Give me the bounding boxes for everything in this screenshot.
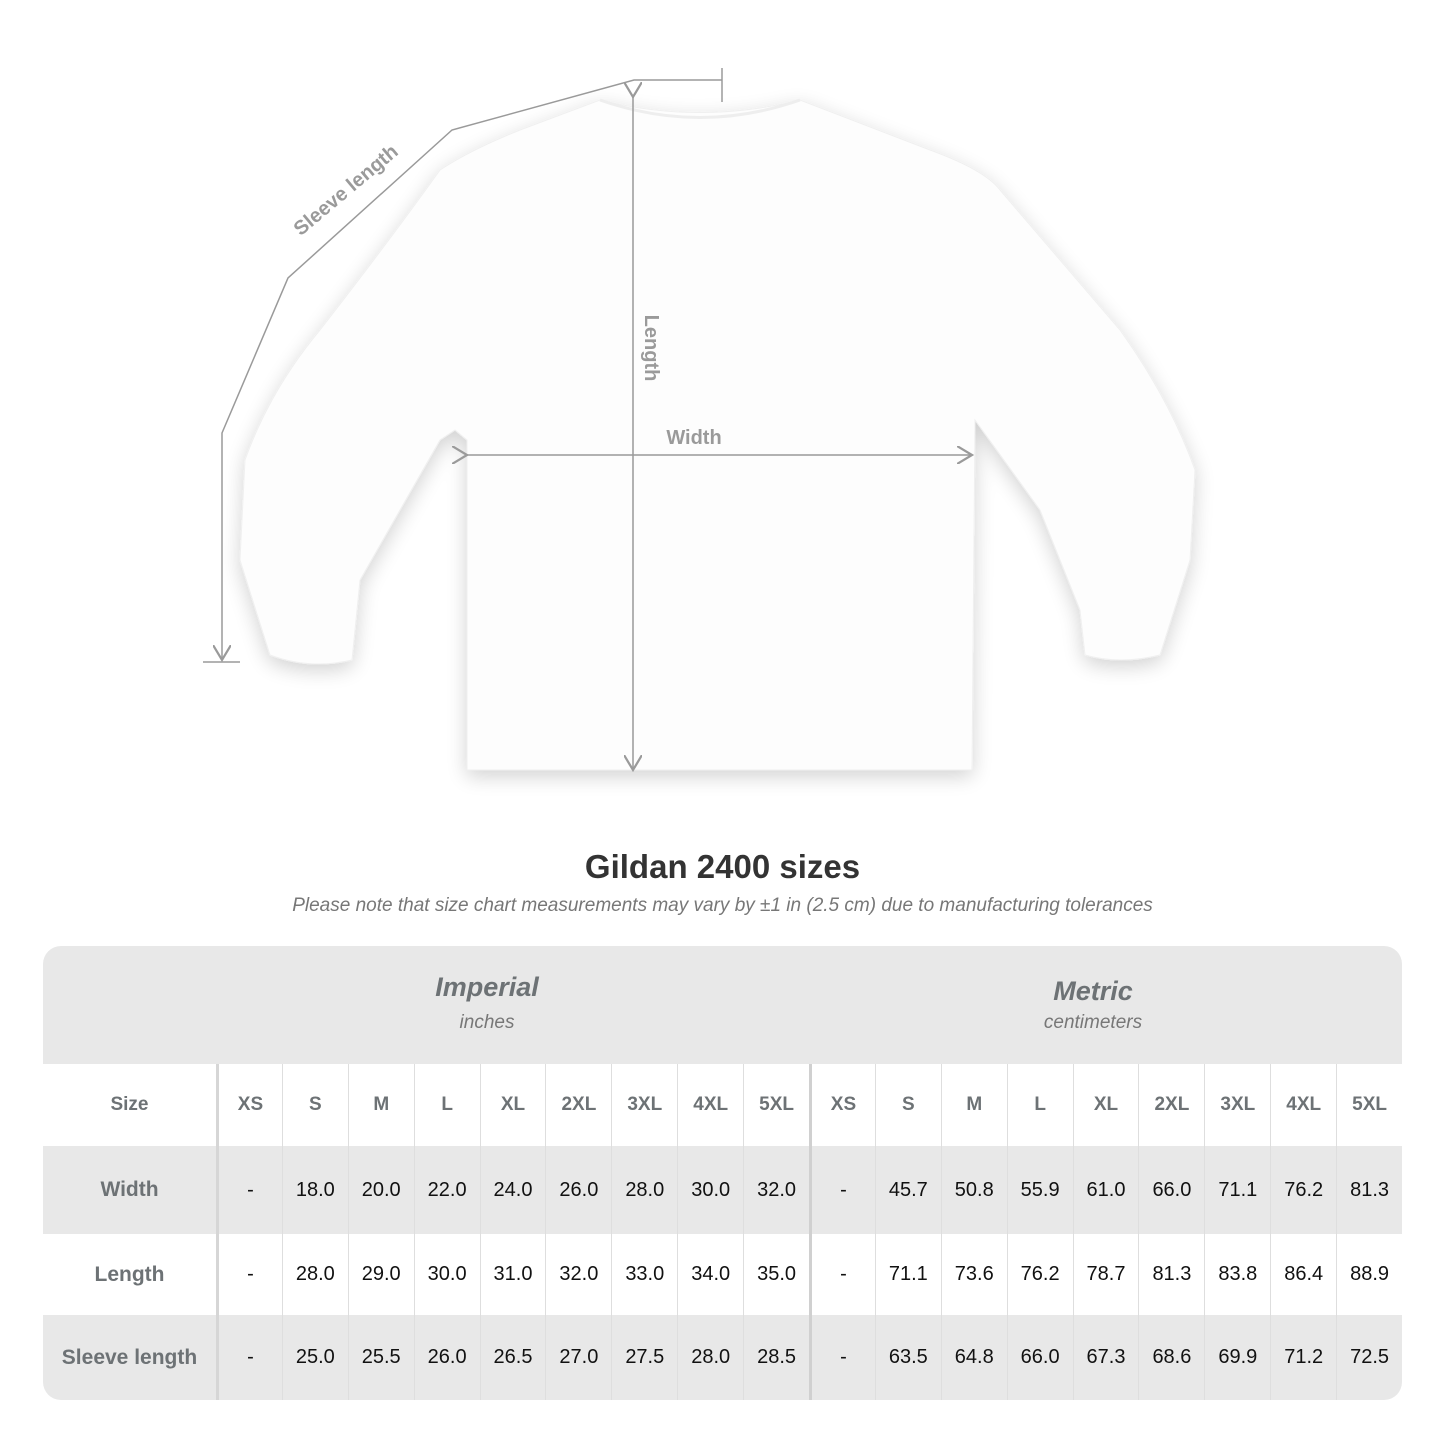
- imperial-value-cell: 26.0: [545, 1146, 611, 1234]
- metric-value-cell: 45.7: [874, 1146, 941, 1234]
- metric-value-cell: -: [809, 1146, 875, 1234]
- metric-title: Metric: [1053, 976, 1133, 1006]
- size-column-header: Size: [110, 1094, 149, 1115]
- table-row: Length -28.0 29.0 30.0 31.0 32.0 33.0 34.0 35.0-…: [43, 1234, 1402, 1315]
- imperial-value-cell: 27.0: [545, 1315, 611, 1400]
- metric-size-header: 4XL: [1270, 1064, 1336, 1146]
- imperial-value-cell: 28.0: [611, 1146, 677, 1234]
- metric-value-cell: 88.9: [1336, 1234, 1402, 1315]
- length-label: Length: [640, 315, 662, 382]
- metric-value-cell: 67.3: [1072, 1315, 1139, 1400]
- metric-size-header: M: [940, 1064, 1007, 1146]
- imperial-value-cell: 28.5: [743, 1315, 809, 1400]
- imperial-value-cell: 31.0: [479, 1234, 546, 1315]
- metric-size-header: 2XL: [1138, 1064, 1204, 1146]
- imperial-size-header: M: [347, 1064, 414, 1146]
- metric-value-cell: 64.8: [940, 1315, 1007, 1400]
- metric-value-cell: -: [809, 1315, 875, 1400]
- imperial-value-cell: 24.0: [479, 1146, 546, 1234]
- imperial-value-cell: 28.0: [281, 1234, 348, 1315]
- imperial-value-cell: 20.0: [347, 1146, 414, 1234]
- metric-value-cell: 71.1: [1204, 1146, 1270, 1234]
- table-row: Sleeve length -25.0 25.5 26.0 26.5 27.0 27.5 28…: [43, 1315, 1402, 1400]
- metric-value-cell: 83.8: [1204, 1234, 1270, 1315]
- metric-value-cell: 66.0: [1138, 1146, 1204, 1234]
- metric-size-header: 5XL: [1336, 1064, 1402, 1146]
- imperial-value-cell: 18.0: [281, 1146, 348, 1234]
- metric-value-cell: -: [809, 1234, 875, 1315]
- table-row: Width -18.0 20.0 22.0 24.0 26.0 28.0 30.0 32.0-4…: [43, 1146, 1402, 1234]
- shirt-shape: [239, 99, 1196, 771]
- imperial-unit-text: inches: [459, 1012, 515, 1033]
- metric-size-header: 3XL: [1204, 1064, 1270, 1146]
- imperial-value-cell: -: [216, 1234, 282, 1315]
- imperial-value-cell: 26.0: [413, 1315, 480, 1400]
- imperial-value-cell: 34.0: [677, 1234, 743, 1315]
- metric-unit: centimeters: [1043, 1012, 1143, 1033]
- metric-value-cell: 71.2: [1270, 1315, 1336, 1400]
- metric-value-cell: 69.9: [1204, 1315, 1270, 1400]
- imperial-value-cell: 27.5: [611, 1315, 677, 1400]
- metric-size-header: L: [1006, 1064, 1073, 1146]
- metric-value-cell: 55.9: [1006, 1146, 1073, 1234]
- imperial-size-header: S: [281, 1064, 348, 1146]
- imperial-size-header: 3XL: [611, 1064, 677, 1146]
- metric-value-cell: 61.0: [1072, 1146, 1139, 1234]
- imperial-size-header: 5XL: [743, 1064, 809, 1146]
- metric-value-cell: 73.6: [940, 1234, 1007, 1315]
- imperial-value-cell: 26.5: [479, 1315, 546, 1400]
- metric-value-cell: 76.2: [1006, 1234, 1073, 1315]
- metric-size-header: S: [874, 1064, 941, 1146]
- metric-size-header: XS: [809, 1064, 875, 1146]
- metric-value-cell: 76.2: [1270, 1146, 1336, 1234]
- imperial-value-cell: 30.0: [677, 1146, 743, 1234]
- width-label: Width: [666, 427, 721, 449]
- row-label: Length: [94, 1262, 165, 1286]
- imperial-value-cell: 35.0: [743, 1234, 809, 1315]
- metric-value-cell: 66.0: [1006, 1315, 1073, 1400]
- metric-value-cell: 68.6: [1138, 1315, 1204, 1400]
- imperial-size-header: 2XL: [545, 1064, 611, 1146]
- row-label: Width: [100, 1178, 159, 1201]
- imperial-size-header: 4XL: [677, 1064, 743, 1146]
- metric-value-cell: 86.4: [1270, 1234, 1336, 1315]
- metric-value-cell: 81.3: [1336, 1146, 1402, 1234]
- imperial-value-cell: 30.0: [413, 1234, 480, 1315]
- imperial-value-cell: 33.0: [611, 1234, 677, 1315]
- metric-value-cell: 81.3: [1138, 1234, 1204, 1315]
- imperial-value-cell: 25.5: [347, 1315, 414, 1400]
- imperial-value-cell: 25.0: [281, 1315, 348, 1400]
- imperial-value-cell: 28.0: [677, 1315, 743, 1400]
- metric-value-cell: 72.5: [1336, 1315, 1402, 1400]
- shirt-diagram: Sleeve length Length Width: [203, 68, 1196, 820]
- size-table: Imperial inches Imperial inches Metric c…: [43, 946, 1402, 1400]
- page-title: Gildan 2400 sizes: [584, 848, 861, 885]
- imperial-value-cell: -: [216, 1315, 282, 1400]
- metric-value-cell: 50.8: [940, 1146, 1007, 1234]
- imperial-size-header: XS: [216, 1064, 282, 1146]
- imperial-value-cell: 32.0: [545, 1234, 611, 1315]
- tolerance-note: Please note that size chart measurements…: [292, 895, 1153, 916]
- imperial-size-header: XL: [479, 1064, 546, 1146]
- imperial-title-text: Imperial: [435, 972, 539, 1002]
- imperial-value-cell: 22.0: [413, 1146, 480, 1234]
- row-label: Sleeve length: [61, 1345, 198, 1369]
- metric-value-cell: 71.1: [874, 1234, 941, 1315]
- imperial-size-header: L: [413, 1064, 480, 1146]
- imperial-value-cell: 32.0: [743, 1146, 809, 1234]
- imperial-value-cell: 29.0: [347, 1234, 414, 1315]
- imperial-value-cell: -: [216, 1146, 282, 1234]
- metric-value-cell: 63.5: [874, 1315, 941, 1400]
- metric-size-header: XL: [1072, 1064, 1139, 1146]
- metric-value-cell: 78.7: [1072, 1234, 1139, 1315]
- size-header-row: Size XS S M L XL 2XL 3XL 4XL 5XL XS S M L XL 2XL 3XL 4XL 5…: [43, 1064, 1402, 1146]
- sleeve-length-measure: [203, 68, 723, 663]
